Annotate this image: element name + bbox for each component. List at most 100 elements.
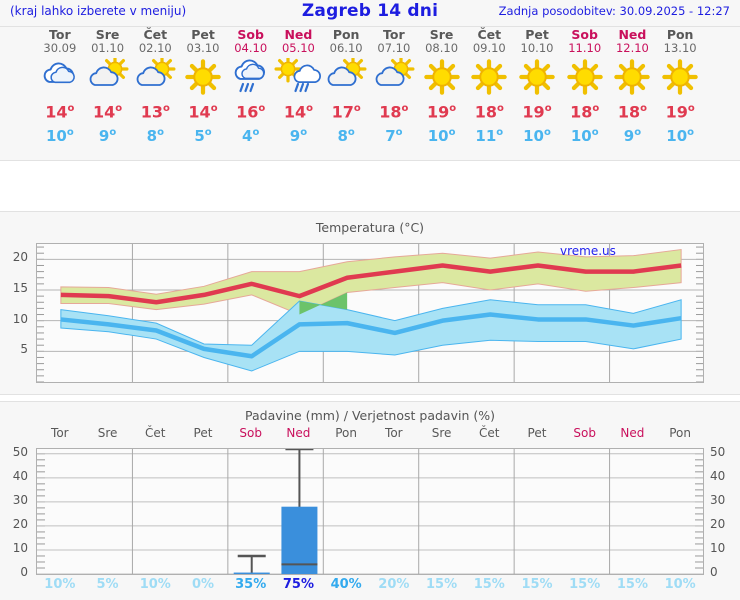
precipitation-probability: 10%	[139, 577, 171, 592]
temperature-min: 8o	[337, 127, 355, 146]
section-gap-bottom	[0, 394, 740, 402]
day-column-09-10[interactable]: Čet 09.10 18o 11o	[465, 28, 513, 146]
precipitation-probability: 75%	[282, 577, 314, 592]
day-column-11-10[interactable]: Sob 11.10 18o 10o	[561, 28, 609, 146]
precipitation-plot-area	[36, 448, 704, 575]
daily-forecast-strip: Tor 30.09 14o 10o Sre 01.10 14o 9o Čet 02.10 13…	[0, 28, 740, 160]
precipitation-y-tick: 40	[710, 468, 726, 483]
day-date: 05.10	[281, 41, 315, 55]
precipitation-y-tick: 0	[710, 565, 718, 579]
day-date: 03.10	[186, 41, 220, 55]
day-name: Sob	[571, 27, 598, 42]
day-column-30-09[interactable]: Tor 30.09 14o 10o	[36, 28, 84, 146]
temperature-y-tick: 5	[20, 342, 28, 357]
day-column-01-10[interactable]: Sre 01.10 14o 9o	[84, 28, 132, 146]
precipitation-x-label: Ned	[620, 426, 645, 440]
temperature-max: 18o	[474, 102, 504, 122]
temperature-min: 10o	[45, 127, 74, 146]
temperature-min: 10o	[666, 127, 695, 146]
day-date: 01.10	[91, 41, 125, 55]
precipitation-y-tick: 20	[12, 516, 28, 531]
precipitation-chart-title: Padavine (mm) / Verjetnost padavin (%)	[245, 408, 495, 423]
sunny-rain-icon	[274, 58, 322, 98]
strip-bottom-divider	[0, 160, 740, 161]
watermark: vreme.us	[560, 244, 616, 258]
temperature-min: 5o	[194, 127, 212, 146]
precipitation-y-tick: 30	[12, 492, 28, 507]
precipitation-x-label: Pet	[527, 426, 547, 440]
day-column-03-10[interactable]: Pet 03.10 14o 5o	[179, 28, 227, 146]
temperature-max: 14o	[92, 102, 123, 122]
day-date: 09.10	[472, 41, 506, 55]
precipitation-probability: 15%	[616, 577, 648, 592]
precipitation-probability: 10%	[44, 577, 76, 592]
precipitation-probability: 15%	[473, 577, 505, 592]
day-name: Pon	[666, 27, 694, 42]
day-name: Čet	[143, 27, 168, 42]
day-date: 06.10	[329, 41, 363, 55]
sunny-icon	[465, 58, 513, 98]
temperature-min: 10o	[570, 127, 599, 146]
day-date: 08.10	[425, 41, 459, 55]
partly-sunny-icon	[131, 58, 179, 98]
cloudy-icon	[36, 58, 84, 98]
day-column-05-10[interactable]: Ned 05.10 14o 9o	[274, 28, 322, 146]
section-gap-top	[0, 160, 740, 212]
precipitation-x-label: Čet	[145, 426, 166, 440]
precipitation-probability: 15%	[521, 577, 553, 592]
rain-icon	[227, 58, 275, 98]
day-date: 04.10	[234, 41, 268, 55]
day-date: 30.09	[43, 41, 77, 55]
precipitation-x-label: Sob	[573, 426, 596, 440]
day-column-10-10[interactable]: Pet 10.10 19o 10o	[513, 28, 561, 146]
precipitation-probability: 15%	[569, 577, 601, 592]
temperature-max: 14o	[188, 102, 218, 122]
precipitation-probability: 15%	[426, 577, 458, 592]
day-name: Pet	[525, 27, 549, 42]
precipitation-y-tick: 30	[710, 492, 726, 507]
sunny-icon	[418, 58, 466, 98]
sunny-icon	[561, 58, 609, 98]
temperature-max: 18o	[379, 102, 409, 122]
precipitation-probability: 5%	[96, 577, 119, 592]
temperature-min: 11o	[475, 127, 504, 146]
precipitation-y-tick: 0	[20, 565, 28, 579]
temperature-max: 19o	[665, 102, 695, 122]
sunny-icon	[179, 58, 227, 98]
day-column-04-10[interactable]: Sob 04.10 16o 4o	[227, 28, 275, 146]
day-column-12-10[interactable]: Ned 12.10 18o 9o	[608, 28, 656, 146]
page-header: (kraj lahko izberete v meniju) Zagreb 14…	[0, 0, 740, 26]
temperature-plot-area	[36, 243, 704, 383]
day-column-08-10[interactable]: Sre 08.10 19o 10o	[418, 28, 466, 146]
precipitation-x-label: Čet	[479, 426, 500, 440]
day-name: Tor	[49, 27, 71, 42]
precipitation-probability: 10%	[664, 577, 696, 592]
day-name: Sob	[237, 27, 264, 42]
temperature-min: 4o	[242, 127, 260, 146]
header-divider	[0, 26, 740, 27]
temperature-max: 16o	[236, 102, 266, 122]
sunny-icon	[513, 58, 561, 98]
precipitation-y-tick: 40	[12, 468, 28, 483]
precipitation-probability: 0%	[191, 577, 215, 592]
day-name: Čet	[477, 27, 502, 42]
partly-sunny-icon	[370, 58, 418, 98]
precipitation-x-label: Tor	[51, 426, 69, 440]
temperature-y-tick: 15	[12, 281, 28, 295]
page-title: Zagreb 14 dni	[301, 1, 439, 21]
temperature-max: 14o	[283, 102, 313, 122]
temperature-min: 9o	[98, 127, 117, 146]
day-column-06-10[interactable]: Pon 06.10 17o 8o	[322, 28, 370, 146]
temperature-chart: Temperatura (°C) 5 10 15 20 vreme.us	[0, 212, 740, 394]
day-name: Tor	[383, 27, 405, 42]
day-date: 02.10	[138, 41, 172, 55]
day-column-07-10[interactable]: Tor 07.10 18o 7o	[370, 28, 418, 146]
precipitation-y-tick: 50	[12, 444, 28, 459]
temperature-y-tick: 10	[12, 311, 28, 326]
day-column-13-10[interactable]: Pon 13.10 19o 10o	[656, 28, 704, 146]
day-column-02-10[interactable]: Čet 02.10 13o 8o	[131, 28, 179, 146]
temp-chart-bottom-divider	[0, 394, 740, 395]
precipitation-x-label: Tor	[385, 426, 403, 440]
partly-sunny-icon	[84, 58, 132, 98]
